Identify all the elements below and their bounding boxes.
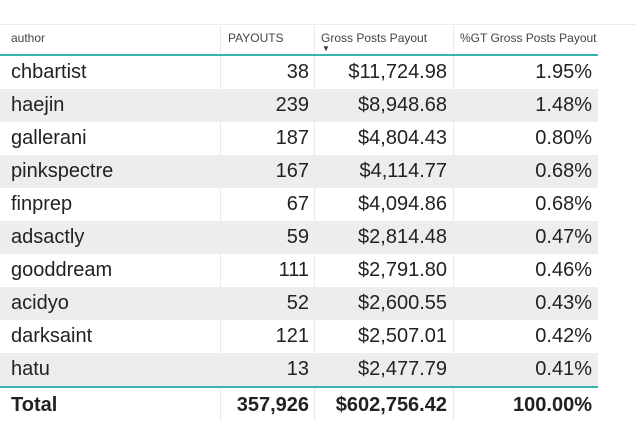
cell-gross: $8,948.68 <box>358 94 447 116</box>
cell-author: finprep <box>11 193 73 215</box>
table-header: author PAYOUTS Gross Posts Payout ▼ %GT … <box>0 26 598 56</box>
cell-payouts: 167 <box>275 160 309 182</box>
table-row[interactable]: darksaint 121 $2,507.01 0.42% <box>0 320 598 353</box>
cell-gross: $4,804.43 <box>358 127 447 149</box>
table-row[interactable]: gallerani 187 $4,804.43 0.80% <box>0 122 598 155</box>
total-gross: $602,756.42 <box>335 394 447 416</box>
sort-descending-icon: ▼ <box>322 44 330 53</box>
visual-top-border <box>0 24 636 25</box>
cell-payouts: 52 <box>286 292 309 314</box>
cell-pct: 0.68% <box>535 193 592 215</box>
table-row[interactable]: chbartist 38 $11,724.98 1.95% <box>0 56 598 89</box>
total-row: Total 357,926 $602,756.42 100.00% <box>0 386 598 421</box>
cell-gross: $2,507.01 <box>358 325 447 347</box>
cell-pct: 0.80% <box>535 127 592 149</box>
cell-gross: $2,814.48 <box>358 226 447 248</box>
table-row[interactable]: hatu 13 $2,477.79 0.41% <box>0 353 598 386</box>
cell-pct: 0.41% <box>535 358 592 380</box>
table-row[interactable]: pinkspectre 167 $4,114.77 0.68% <box>0 155 598 188</box>
table-row[interactable]: acidyo 52 $2,600.55 0.43% <box>0 287 598 320</box>
table-row[interactable]: finprep 67 $4,094.86 0.68% <box>0 188 598 221</box>
cell-author: chbartist <box>11 61 87 83</box>
cell-author: hatu <box>11 358 50 380</box>
cell-pct: 0.46% <box>535 259 592 281</box>
cell-author: darksaint <box>11 325 93 347</box>
cell-author: gooddream <box>11 259 113 281</box>
cell-payouts: 38 <box>286 61 309 83</box>
cell-payouts: 111 <box>278 259 309 281</box>
total-payouts: 357,926 <box>236 394 309 416</box>
cell-payouts: 187 <box>275 127 309 149</box>
total-label: Total <box>11 394 58 416</box>
cell-payouts: 67 <box>286 193 309 215</box>
table-row[interactable]: haejin 239 $8,948.68 1.48% <box>0 89 598 122</box>
cell-author: pinkspectre <box>11 160 114 182</box>
cell-pct: 0.42% <box>535 325 592 347</box>
cell-payouts: 59 <box>286 226 309 248</box>
cell-gross: $4,094.86 <box>358 193 447 215</box>
table-body: chbartist 38 $11,724.98 1.95% haejin 239 $8,94… <box>0 56 598 386</box>
total-pct: 100.00% <box>513 394 592 416</box>
cell-author: haejin <box>11 94 65 116</box>
cell-pct: 0.47% <box>535 226 592 248</box>
column-header-payouts[interactable]: PAYOUTS <box>228 31 284 45</box>
cell-gross: $11,724.98 <box>348 61 447 83</box>
cell-gross: $4,114.77 <box>359 160 448 182</box>
cell-pct: 0.68% <box>535 160 592 182</box>
cell-gross: $2,477.79 <box>358 358 447 380</box>
cell-pct: 0.43% <box>535 292 592 314</box>
cell-gross: $2,791.80 <box>358 259 447 281</box>
cell-payouts: 121 <box>275 325 309 347</box>
column-header-gross[interactable]: Gross Posts Payout <box>321 31 428 45</box>
cell-author: adsactly <box>11 226 85 248</box>
table-row[interactable]: gooddream 111 $2,791.80 0.46% <box>0 254 598 287</box>
cell-gross: $2,600.55 <box>358 292 447 314</box>
cell-payouts: 13 <box>286 358 309 380</box>
table-row[interactable]: adsactly 59 $2,814.48 0.47% <box>0 221 598 254</box>
payout-table: author PAYOUTS Gross Posts Payout ▼ %GT … <box>0 26 598 421</box>
column-header-author[interactable]: author <box>11 31 46 45</box>
column-header-pct[interactable]: %GT Gross Posts Payout <box>460 31 597 45</box>
cell-pct: 1.95% <box>535 61 592 83</box>
cell-author: gallerani <box>11 127 87 149</box>
cell-payouts: 239 <box>275 94 309 116</box>
cell-pct: 1.48% <box>535 94 592 116</box>
cell-author: acidyo <box>11 292 69 314</box>
